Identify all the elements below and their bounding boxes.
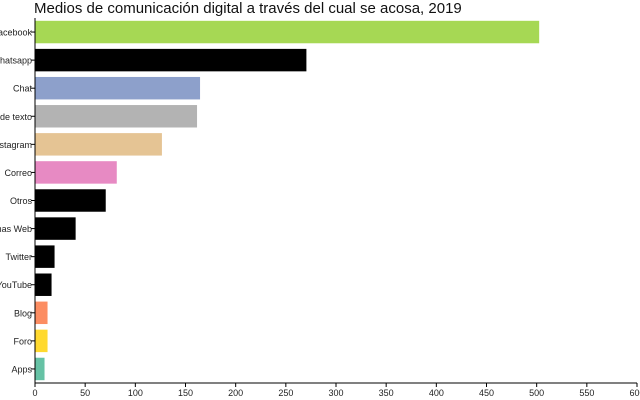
x-tick-label: 50 — [80, 388, 90, 398]
bar-10 — [35, 273, 52, 296]
bar-8 — [35, 217, 76, 240]
x-tick-label: 450 — [479, 388, 494, 398]
bar-6 — [35, 161, 117, 184]
x-tick-label: 300 — [328, 388, 343, 398]
y-tick-label: Facebook — [0, 28, 32, 38]
x-tick-label: 350 — [379, 388, 394, 398]
x-tick-label: 200 — [228, 388, 243, 398]
y-tick-label: Blog — [14, 308, 32, 318]
x-tick-label: 500 — [529, 388, 544, 398]
bar-2 — [35, 48, 307, 72]
x-tick-label: 0 — [32, 388, 37, 398]
y-tick-label: Whatsapp — [0, 56, 32, 66]
x-tick-label: 150 — [178, 388, 193, 398]
x-tick-label: 550 — [579, 388, 594, 398]
x-tick-label: 250 — [278, 388, 293, 398]
y-tick-label: Chat — [13, 84, 33, 94]
y-tick-label: s de texto — [0, 112, 32, 122]
chart-title: Medios de comunicación digital a través … — [34, 0, 462, 17]
bar-13 — [35, 357, 45, 381]
y-tick-label: YouTube — [0, 280, 32, 290]
y-tick-label: Otros — [10, 196, 33, 206]
bar-12 — [35, 329, 48, 353]
y-tick-label: nas Web — [0, 224, 32, 234]
y-tick-label: Foro — [13, 336, 32, 346]
y-tick-label: nstagram — [0, 140, 32, 150]
bar-11 — [35, 301, 48, 325]
x-tick-label: 400 — [429, 388, 444, 398]
y-tick-label: Correo — [4, 168, 32, 178]
bar-1 — [35, 20, 540, 44]
bar-9 — [35, 245, 55, 268]
x-tick-label: 100 — [128, 388, 143, 398]
x-tick-label: 600 — [629, 388, 640, 398]
bar-7 — [35, 189, 106, 212]
y-tick-label: Twitter — [5, 252, 32, 262]
bar-3 — [35, 76, 201, 100]
bar-4 — [35, 105, 198, 128]
bar-5 — [35, 133, 162, 156]
y-tick-label: Apps — [11, 364, 32, 374]
